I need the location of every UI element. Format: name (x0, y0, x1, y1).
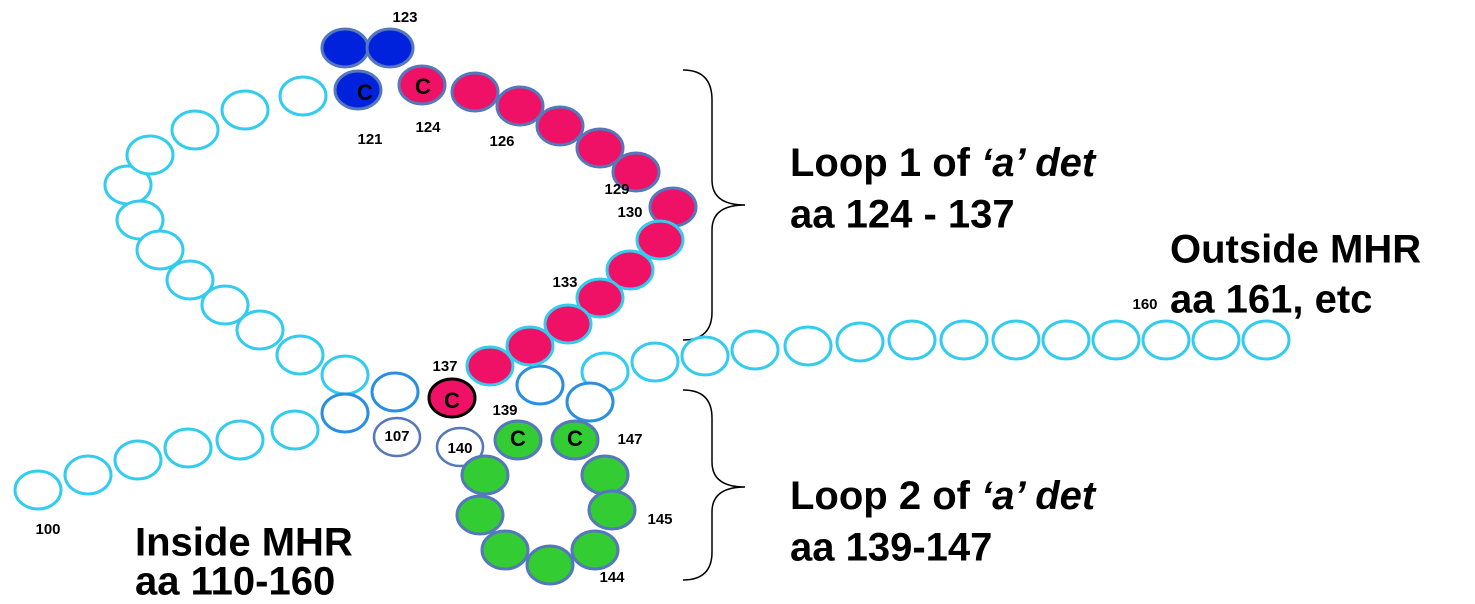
residue (165, 429, 211, 467)
loop2-title-prefix: Loop 2 of (790, 474, 971, 518)
cysteine-label: C (415, 74, 431, 99)
residue-number: 126 (489, 133, 514, 150)
residue (65, 456, 111, 494)
residue (632, 343, 678, 381)
residue-number: 147 (617, 431, 642, 448)
residue-number: 130 (617, 204, 642, 221)
residue (277, 336, 323, 374)
residue (482, 531, 528, 569)
residue (785, 327, 831, 365)
residue-number: 140 (447, 440, 472, 457)
residue (237, 311, 283, 349)
cysteine-label: C (357, 80, 373, 105)
residue (1193, 321, 1239, 359)
residue-number: 133 (552, 274, 577, 291)
loop1-title: Loop 1 of ‘a’ det (790, 141, 1097, 185)
bracket (683, 390, 745, 580)
loop1-title-italic: ‘a’ det (981, 141, 1097, 185)
residue-number: 145 (647, 511, 672, 528)
residue (372, 373, 418, 411)
residue (322, 29, 368, 67)
residue (272, 411, 318, 449)
outside-title: Outside MHR (1170, 228, 1421, 272)
residue (172, 111, 218, 149)
residue (732, 331, 778, 369)
residue (517, 366, 563, 404)
residue (1043, 321, 1089, 359)
residue (367, 29, 413, 67)
residue (582, 456, 628, 494)
residue (467, 347, 513, 385)
residue (462, 456, 508, 494)
residue-number: 123 (392, 9, 417, 26)
loop2-title-italic: ‘a’ det (981, 474, 1097, 518)
residue (322, 356, 368, 394)
diagram: Loop 1 of ‘a’ det aa 124 - 137 Outside M… (0, 0, 1475, 604)
loop1-title-prefix: Loop 1 of (790, 141, 971, 185)
residue (1093, 321, 1139, 359)
residue-number: 121 (357, 131, 382, 148)
residue (507, 327, 553, 365)
cysteine-label: C (510, 426, 526, 451)
residue (567, 383, 613, 421)
loop2-title: Loop 2 of ‘a’ det (790, 474, 1097, 518)
residue (280, 77, 326, 115)
inside-title: Inside MHR (135, 521, 353, 565)
residue-number: 124 (415, 119, 441, 136)
residue (993, 321, 1039, 359)
residue-number: 129 (604, 181, 629, 198)
residue-number: 100 (35, 521, 60, 538)
cysteine-label: C (444, 388, 460, 413)
residue (457, 496, 503, 534)
inside-range: aa 110-160 (135, 560, 335, 604)
residue (15, 471, 61, 509)
residue (1143, 321, 1189, 359)
residue (497, 87, 543, 125)
residue-number: 144 (599, 569, 625, 586)
residue (127, 136, 173, 174)
outside-range: aa 161, etc (1170, 278, 1372, 322)
residue (115, 441, 161, 479)
residue (941, 321, 987, 359)
chain (15, 29, 1289, 584)
residue (217, 421, 263, 459)
residue (452, 73, 498, 111)
residue (572, 531, 618, 569)
residue-number: 160 (1132, 296, 1157, 313)
residue (889, 321, 935, 359)
cysteine-label: C (567, 426, 583, 451)
residue (537, 107, 583, 145)
residue (682, 337, 728, 375)
residue (222, 91, 268, 129)
residue-number: 137 (432, 358, 457, 375)
residue (837, 323, 883, 361)
residue-number: 139 (492, 402, 517, 419)
loop2-range: aa 139-147 (790, 526, 992, 570)
residue (1243, 321, 1289, 359)
residue-number: 107 (384, 428, 409, 445)
loop1-range: aa 124 - 137 (790, 193, 1015, 237)
residue (322, 394, 368, 432)
residue (527, 546, 573, 584)
residue (589, 491, 635, 529)
